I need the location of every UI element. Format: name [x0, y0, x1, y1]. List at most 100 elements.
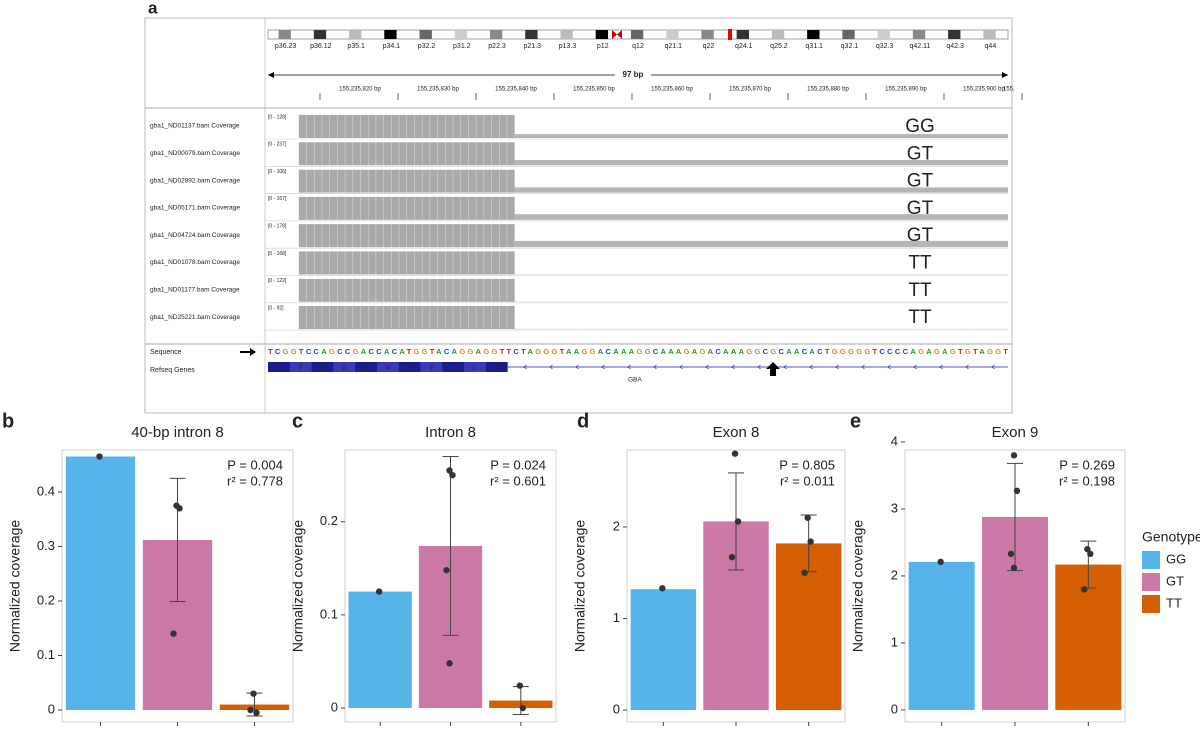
ideogram-band — [912, 30, 926, 39]
chart-title: Exon 8 — [713, 424, 760, 441]
chart-title: Exon 9 — [992, 424, 1039, 441]
band-label: q32.1 — [841, 43, 859, 50]
y-tick-label: 0.3 — [37, 538, 55, 553]
band-label: p35.1 — [347, 43, 365, 50]
ideogram-band — [349, 30, 362, 39]
strand-chevron — [835, 364, 839, 370]
band-label: p36.23 — [275, 43, 297, 50]
data-point — [375, 588, 383, 595]
exon-codon — [333, 362, 356, 372]
locus-marker — [728, 29, 732, 40]
amino-acid: V — [364, 364, 369, 371]
ideogram-band — [701, 30, 714, 39]
strand-chevron — [705, 364, 709, 370]
band-label: p31.2 — [453, 43, 471, 50]
ideogram-band — [454, 30, 468, 39]
ideogram-band — [771, 30, 785, 39]
strand-chevron — [757, 364, 761, 370]
genotype-label: GG — [905, 116, 935, 137]
track-range: [0 - 167] — [268, 196, 287, 202]
strand-chevron — [887, 364, 891, 370]
snp-arrow — [766, 362, 780, 376]
data-point — [659, 585, 666, 592]
amino-acid: L — [473, 364, 477, 371]
data-point — [250, 690, 257, 697]
strand-chevron — [991, 364, 995, 370]
data-point — [1087, 550, 1094, 558]
band-label: p34.1 — [383, 43, 401, 50]
exon-codon — [420, 362, 443, 372]
panel-label: a — [148, 0, 158, 17]
y-tick-label: 1 — [613, 610, 620, 625]
y-tick-label: 1 — [891, 634, 898, 649]
band-label: q21.1 — [664, 43, 682, 50]
bar — [1055, 564, 1122, 710]
coverage-low — [514, 134, 1008, 138]
genes-label: Refseq Genes — [150, 367, 195, 374]
y-axis-label: Normalized coverage — [572, 520, 588, 652]
position-label: 155,235,900 bp — [963, 87, 1005, 93]
y-tick-label: 0 — [613, 702, 620, 717]
strand-chevron — [601, 364, 605, 370]
panel-label: c — [292, 410, 303, 432]
coverage-low — [514, 160, 1008, 166]
strand-chevron — [913, 364, 917, 370]
legend-swatch — [1142, 595, 1160, 613]
genotype-label: GT — [907, 143, 934, 164]
data-point — [519, 704, 527, 712]
amino-acid: D — [276, 364, 281, 371]
ideogram-band — [384, 30, 397, 39]
amino-acid: H — [407, 364, 412, 371]
track-name: gba1_ND05171.bam Coverage — [150, 205, 240, 212]
data-point — [516, 682, 524, 689]
strand-chevron — [965, 364, 969, 370]
data-point — [96, 453, 103, 460]
p-value: P = 0.805 — [779, 457, 835, 472]
data-point — [443, 566, 450, 574]
ideogram-band — [419, 30, 432, 39]
strand-chevron — [523, 364, 527, 370]
y-tick-label: 0.2 — [320, 513, 338, 528]
track-range: [0 - 128] — [268, 114, 287, 120]
track-name: gba1_ND01137.bam Coverage — [150, 123, 240, 130]
amino-acid: Y — [429, 364, 434, 371]
data-point — [801, 569, 808, 576]
data-point — [1010, 564, 1018, 572]
y-axis-label: Normalized coverage — [290, 520, 306, 652]
strand-chevron — [549, 364, 553, 370]
chart-title: Intron 8 — [425, 424, 476, 441]
span-label: 97 bp — [623, 70, 644, 79]
position-label: 155,235,870 bp — [729, 87, 771, 93]
band-label: p12 — [597, 43, 609, 50]
data-point — [253, 709, 260, 716]
gene-label: GBA — [628, 377, 642, 384]
ideogram-band — [490, 30, 503, 39]
track-name: gba1_ND04724.bam Coverage — [150, 232, 240, 239]
position-label: 155, — [1003, 87, 1015, 93]
data-point — [728, 553, 736, 561]
y-tick-label: 4 — [891, 433, 898, 448]
y-axis-label: Normalized coverage — [850, 520, 866, 652]
panel-label: d — [577, 410, 589, 432]
legend-label: GG — [1166, 551, 1186, 566]
track-range: [0 - 92] — [268, 305, 284, 311]
sequence-arrow — [250, 348, 256, 356]
strand-chevron — [679, 364, 683, 370]
data-point — [804, 514, 811, 521]
r-squared: r² = 0.011 — [780, 473, 835, 488]
band-label: q42.3 — [946, 43, 964, 50]
strand-chevron — [653, 364, 657, 370]
band-label: q25.2 — [770, 43, 788, 50]
y-tick-label: 0.1 — [37, 647, 55, 662]
track-range: [0 - 168] — [268, 251, 287, 257]
data-point — [731, 450, 739, 457]
band-label: q44 — [985, 43, 997, 50]
r-squared: r² = 0.601 — [490, 473, 546, 488]
exon-codon — [376, 362, 399, 372]
band-label: q24.1 — [735, 43, 753, 50]
r-squared: r² = 0.778 — [227, 473, 283, 488]
coverage-low — [514, 187, 1008, 193]
position-label: 155,235,860 bp — [651, 87, 693, 93]
